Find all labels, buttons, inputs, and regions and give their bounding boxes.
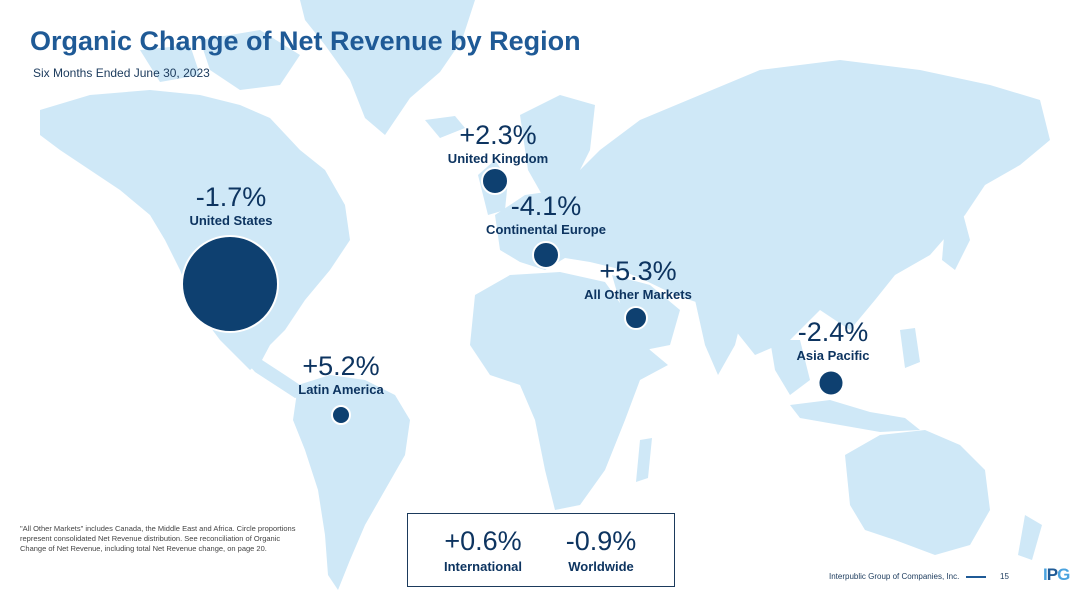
africa-landmass — [470, 272, 668, 510]
region-change: +5.3% — [599, 256, 677, 286]
total-change: -0.9% — [565, 526, 637, 556]
india-landmass — [695, 300, 745, 375]
australia-landmass — [845, 430, 990, 555]
total-international: +0.6% International — [444, 526, 522, 574]
region-name: United States — [189, 213, 273, 228]
region-latin-america: +5.2% Latin America — [298, 351, 384, 398]
bubble-all-other-markets — [624, 306, 648, 330]
region-change: -4.1% — [510, 191, 582, 221]
arctic-islands — [200, 30, 300, 90]
totals-box: +0.6% International -0.9% Worldwide — [407, 513, 675, 587]
bubble-asia-pacific — [817, 369, 845, 397]
region-united-kingdom: +2.3% United Kingdom — [448, 120, 548, 167]
logo-letter-p: P — [1046, 565, 1058, 584]
footnote: "All Other Markets" includes Canada, the… — [20, 524, 296, 553]
eurasia-landmass — [495, 60, 1050, 355]
ipg-logo: IPG — [1043, 565, 1070, 585]
logo-letter-i: I — [1043, 565, 1048, 584]
page-subtitle: Six Months Ended June 30, 2023 — [33, 66, 210, 80]
region-name: Continental Europe — [486, 222, 606, 237]
logo-letter-g: G — [1057, 565, 1070, 584]
north-america-landmass — [40, 90, 350, 370]
company-name: Interpublic Group of Companies, Inc. — [829, 572, 960, 581]
page-number: 15 — [1000, 572, 1009, 581]
southeast-asia-landmass — [770, 340, 810, 395]
region-change: -2.4% — [797, 317, 869, 347]
south-america-landmass — [293, 375, 410, 590]
philippines-landmass — [900, 328, 920, 368]
region-name: United Kingdom — [447, 151, 549, 166]
footer-divider — [966, 576, 986, 578]
page-title: Organic Change of Net Revenue by Region — [30, 26, 581, 56]
region-name: Latin America — [298, 382, 384, 397]
region-name: All Other Markets — [584, 287, 692, 302]
region-all-other-markets: +5.3% All Other Markets — [584, 256, 692, 303]
region-name: Asia Pacific — [796, 348, 870, 363]
total-worldwide: -0.9% Worldwide — [566, 526, 637, 574]
bubble-united-kingdom — [481, 167, 509, 195]
new-zealand-landmass — [1018, 515, 1042, 560]
region-change: -1.7% — [195, 182, 267, 212]
bubble-continental-europe — [532, 241, 560, 269]
indonesia-landmass — [790, 400, 920, 432]
bubble-latin-america — [331, 405, 351, 425]
iceland-landmass — [425, 116, 465, 138]
madagascar-landmass — [636, 438, 652, 482]
japan-landmass — [942, 210, 970, 270]
bubble-united-states — [181, 235, 279, 333]
central-america-landmass — [240, 355, 305, 398]
total-label: Worldwide — [568, 559, 634, 574]
region-continental-europe: -4.1% Continental Europe — [486, 191, 606, 238]
arctic-islands-west — [140, 45, 200, 82]
region-change: +5.2% — [302, 351, 380, 381]
region-asia-pacific: -2.4% Asia Pacific — [797, 317, 870, 364]
greenland-landmass — [300, 0, 475, 135]
region-united-states: -1.7% United States — [189, 182, 272, 229]
total-change: +0.6% — [444, 526, 522, 556]
region-change: +2.3% — [459, 120, 537, 150]
total-label: International — [443, 559, 523, 574]
